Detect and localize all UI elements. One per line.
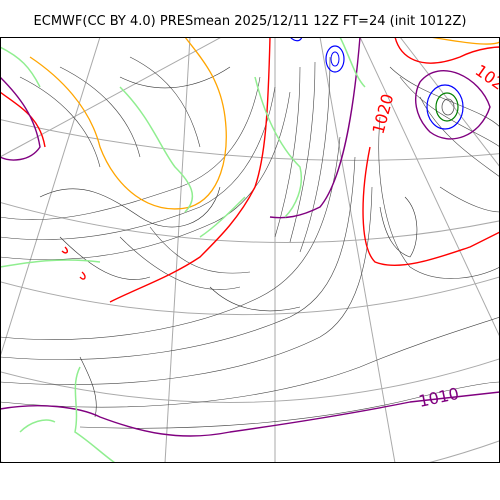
snow-line	[0, 37, 366, 463]
graticule	[0, 37, 500, 463]
contour-label-102: 102	[472, 61, 500, 94]
contour-label-1020: 1020	[369, 92, 398, 136]
isobar-1020	[0, 37, 500, 303]
contour-label-1010: 1010	[417, 384, 461, 411]
pressure-centre	[289, 37, 464, 130]
coastlines	[39, 66, 418, 418]
pressure-map: 1020 1010 102	[0, 37, 500, 463]
map-title: ECMWF(CC BY 4.0) PRESmean 2025/12/11 12Z…	[33, 14, 467, 29]
isobars-thin	[0, 56, 500, 429]
pressure-map-svg: 1020 1010 102	[0, 37, 500, 463]
isobar-1010	[0, 37, 500, 437]
